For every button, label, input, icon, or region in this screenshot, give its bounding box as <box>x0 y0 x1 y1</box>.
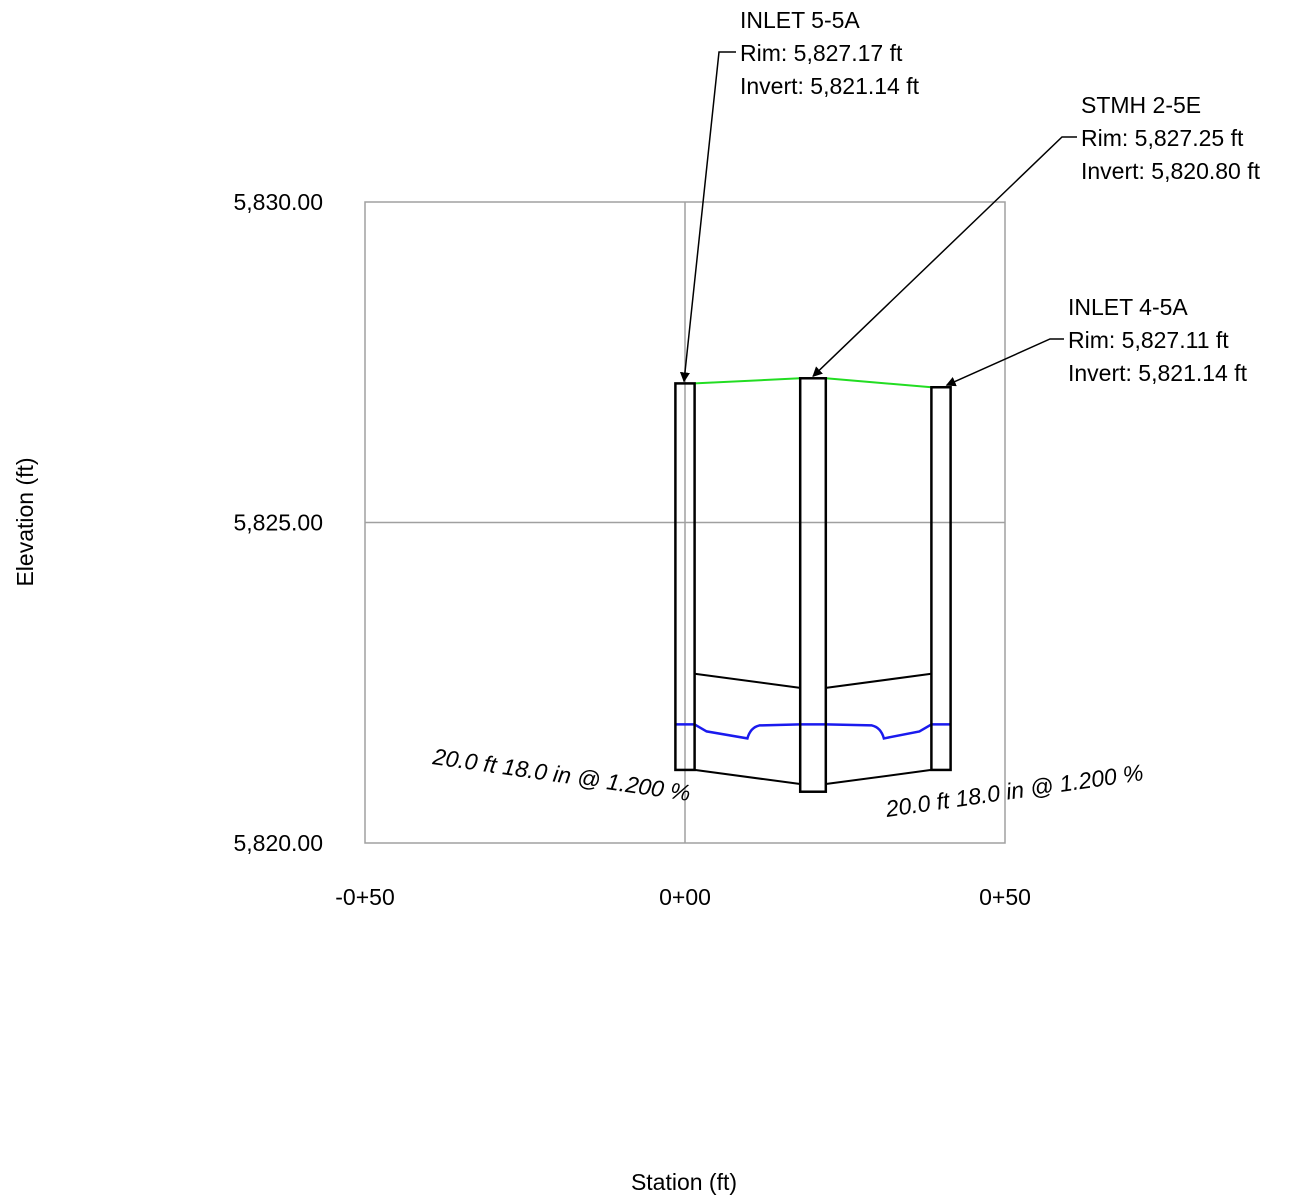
tick-layer: -0+50 0+00 0+50 5,830.00 5,825.00 5,820.00 <box>233 189 1030 910</box>
x-axis-label: Station (ft) <box>631 1169 737 1195</box>
hgl-pipe <box>693 723 801 740</box>
structure-invert: Invert: 5,821.14 ft <box>740 73 920 99</box>
structure <box>930 385 952 772</box>
structure-layer <box>674 377 952 793</box>
ground-line <box>825 377 932 389</box>
ground-layer <box>694 377 932 389</box>
y-axis-label: Elevation (ft) <box>12 457 38 586</box>
pipe-label: 20.0 ft 18.0 in @ 1.200 % <box>883 759 1145 822</box>
structure-rim: Rim: 5,827.11 ft <box>1068 327 1229 353</box>
structure-name: INLET 5-5A <box>740 7 860 33</box>
x-tick-label: 0+50 <box>979 884 1031 910</box>
structure-rim: Rim: 5,827.17 ft <box>740 40 903 66</box>
structure <box>674 382 696 772</box>
ground-line <box>694 377 801 385</box>
pipe-label: 20.0 ft 18.0 in @ 1.200 % <box>430 743 692 806</box>
structure-name: STMH 2-5E <box>1081 92 1201 118</box>
callout-leader <box>679 51 736 383</box>
pipe-bottom <box>694 768 801 786</box>
y-tick-label: 5,830.00 <box>233 189 323 215</box>
pipe-crown <box>825 672 932 689</box>
structure-name: INLET 4-5A <box>1068 294 1188 320</box>
structure-rim: Rim: 5,827.25 ft <box>1081 125 1244 151</box>
y-tick-label: 5,825.00 <box>233 510 323 536</box>
hgl-pipe <box>825 723 933 740</box>
x-tick-label: -0+50 <box>335 884 394 910</box>
pipe-layer <box>694 672 932 786</box>
structure-invert: Invert: 5,820.80 ft <box>1081 158 1261 184</box>
hgl-layer <box>675 723 951 740</box>
structure-invert: Invert: 5,821.14 ft <box>1068 360 1248 386</box>
pipe-crown <box>694 672 801 689</box>
callout-layer: 20.0 ft 18.0 in @ 1.200 % 20.0 ft 18.0 in… <box>430 7 1260 822</box>
callout-leader <box>812 136 1077 377</box>
grid-layer <box>365 202 1005 843</box>
structure <box>798 377 828 793</box>
callout-leader <box>945 338 1064 387</box>
x-tick-label: 0+00 <box>659 884 711 910</box>
pipe-bottom <box>825 768 932 786</box>
y-tick-label: 5,820.00 <box>233 830 323 856</box>
